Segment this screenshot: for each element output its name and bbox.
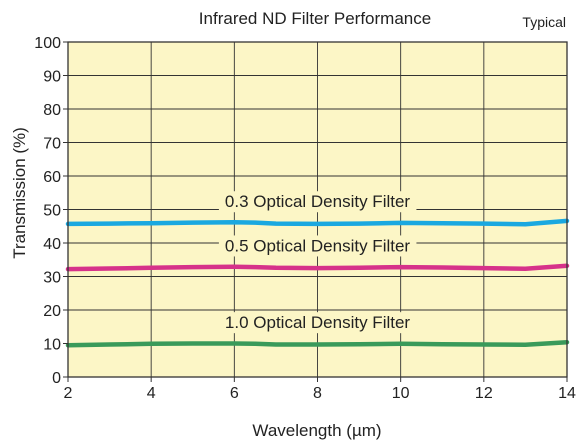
y-tick-label: 70 [43,136,61,153]
y-tick-label: 40 [43,236,61,253]
y-tick-label: 30 [43,270,61,287]
x-tick-label: 14 [558,385,576,402]
x-tick-label: 4 [147,385,156,402]
x-axis: 2 4 6 8 10 12 14 [64,377,576,402]
y-axis-label: Transmission (%) [10,127,29,259]
chart-subtitle: Typical [522,14,566,30]
y-tick-label: 100 [34,35,61,52]
y-tick-label: 10 [43,337,61,354]
x-tick-label: 8 [313,385,322,402]
y-tick-label: 0 [52,370,61,387]
y-tick-label: 20 [43,303,61,320]
series-annotation: 1.0 Optical Density Filter [225,313,411,332]
chart-title: Infrared ND Filter Performance [199,9,431,28]
series-line [65,218,570,227]
y-tick-label: 60 [43,169,61,186]
series-layer [65,218,570,348]
annotation-layer: 0.3 Optical Density Filter 0.5 Optical De… [218,191,417,334]
y-tick-label: 80 [43,102,61,119]
x-axis-label: Wavelength (µm) [252,421,381,440]
series-annotation: 0.5 Optical Density Filter [225,236,411,255]
annotation-bg [218,312,417,334]
series-annotation: 0.3 Optical Density Filter [225,192,411,211]
x-tick-label: 10 [392,385,410,402]
y-axis: 0 10 20 30 40 50 60 70 80 90 100 [34,35,68,387]
y-tick-label: 90 [43,69,61,86]
x-tick-label: 2 [64,385,73,402]
x-tick-label: 12 [475,385,493,402]
annotation-bg [218,191,417,213]
annotation-bg [218,235,417,257]
x-tick-label: 6 [230,385,239,402]
y-tick-label: 50 [43,203,61,220]
series-line [65,339,570,348]
series-line [65,263,570,272]
